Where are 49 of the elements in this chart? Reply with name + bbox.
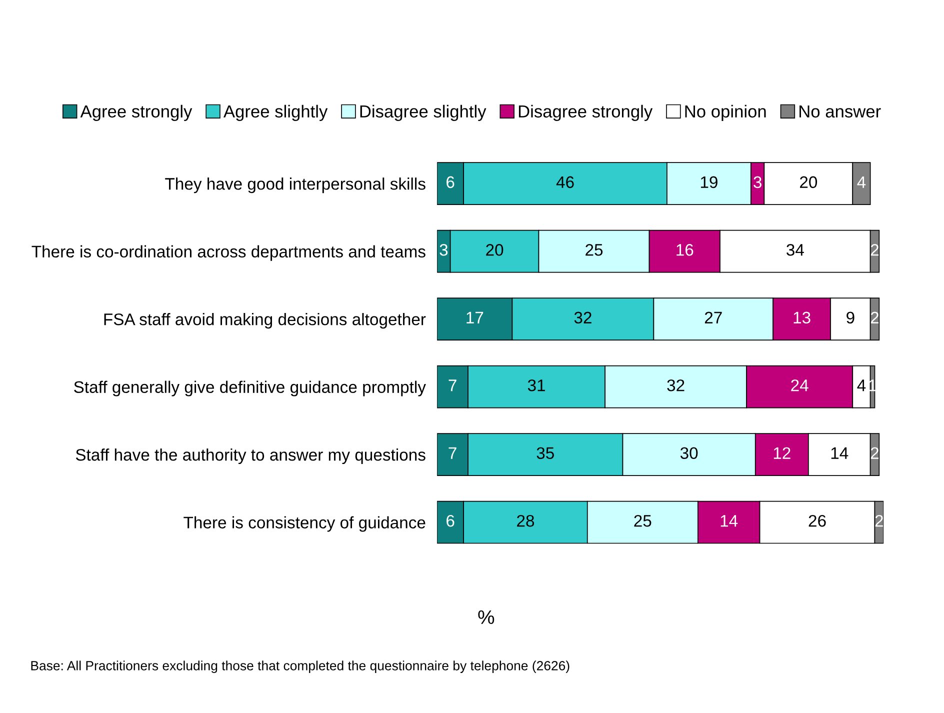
- data-label: 19: [700, 176, 718, 188]
- y-tick-label: There is consistency of guidance: [184, 516, 426, 532]
- data-label: 32: [667, 379, 684, 392]
- x-axis-title: %: [478, 610, 494, 624]
- data-label: 9: [846, 312, 854, 324]
- data-label: 24: [791, 379, 808, 392]
- legend-label: Agree strongly: [80, 104, 192, 122]
- data-label: 35: [536, 447, 554, 460]
- data-label: 7: [448, 380, 456, 392]
- data-label: 34: [786, 244, 804, 256]
- data-label: 16: [676, 244, 694, 256]
- y-tick-label: Staff have the authority to answer my questions: [76, 448, 426, 464]
- data-label: 17: [466, 312, 484, 324]
- data-label: 32: [574, 312, 592, 324]
- legend-label: No opinion: [685, 104, 766, 122]
- data-label: 4: [857, 380, 866, 392]
- data-label: 25: [634, 514, 652, 527]
- data-label: 12: [774, 447, 790, 459]
- legend-label: Agree slightly: [223, 104, 328, 122]
- y-tick-label: Staff generally give definitive guidance promptly: [74, 380, 426, 396]
- data-label: 2: [875, 514, 883, 527]
- data-label: 30: [680, 447, 698, 460]
- data-label: 6: [446, 176, 454, 188]
- data-label: 2: [870, 244, 879, 256]
- data-label: 3: [440, 244, 448, 256]
- data-label: 2: [870, 312, 879, 324]
- data-label: 6: [446, 514, 454, 527]
- data-label: 2: [870, 447, 879, 459]
- data-label: 4: [857, 176, 866, 188]
- data-label: 14: [720, 515, 738, 527]
- data-label: 20: [800, 176, 818, 188]
- legend-label: Disagree strongly: [518, 104, 653, 122]
- data-label: 3: [754, 176, 762, 188]
- data-label: 13: [794, 312, 810, 324]
- text: Base: All Practitioners excluding those that completed the questionnaire by telephone (2626): [31, 660, 570, 673]
- data-label: 20: [486, 244, 504, 256]
- legend-label: No answer: [800, 105, 881, 118]
- y-tick-label: There is co-ordination across departments and teams: [32, 245, 426, 261]
- y-tick-label: They have good interpersonal skills: [165, 178, 426, 194]
- data-label: 26: [808, 514, 826, 527]
- data-label: 31: [528, 379, 545, 392]
- y-tick-label: FSA staff avoid making decisions altogether: [104, 313, 426, 329]
- data-label: 27: [704, 312, 722, 324]
- data-label: 7: [448, 447, 456, 459]
- data-label: 25: [586, 244, 603, 256]
- data-label: 28: [517, 514, 534, 527]
- data-label: 14: [831, 447, 848, 459]
- data-label: 46: [556, 176, 574, 188]
- legend-label: Disagree slightly: [360, 104, 486, 122]
